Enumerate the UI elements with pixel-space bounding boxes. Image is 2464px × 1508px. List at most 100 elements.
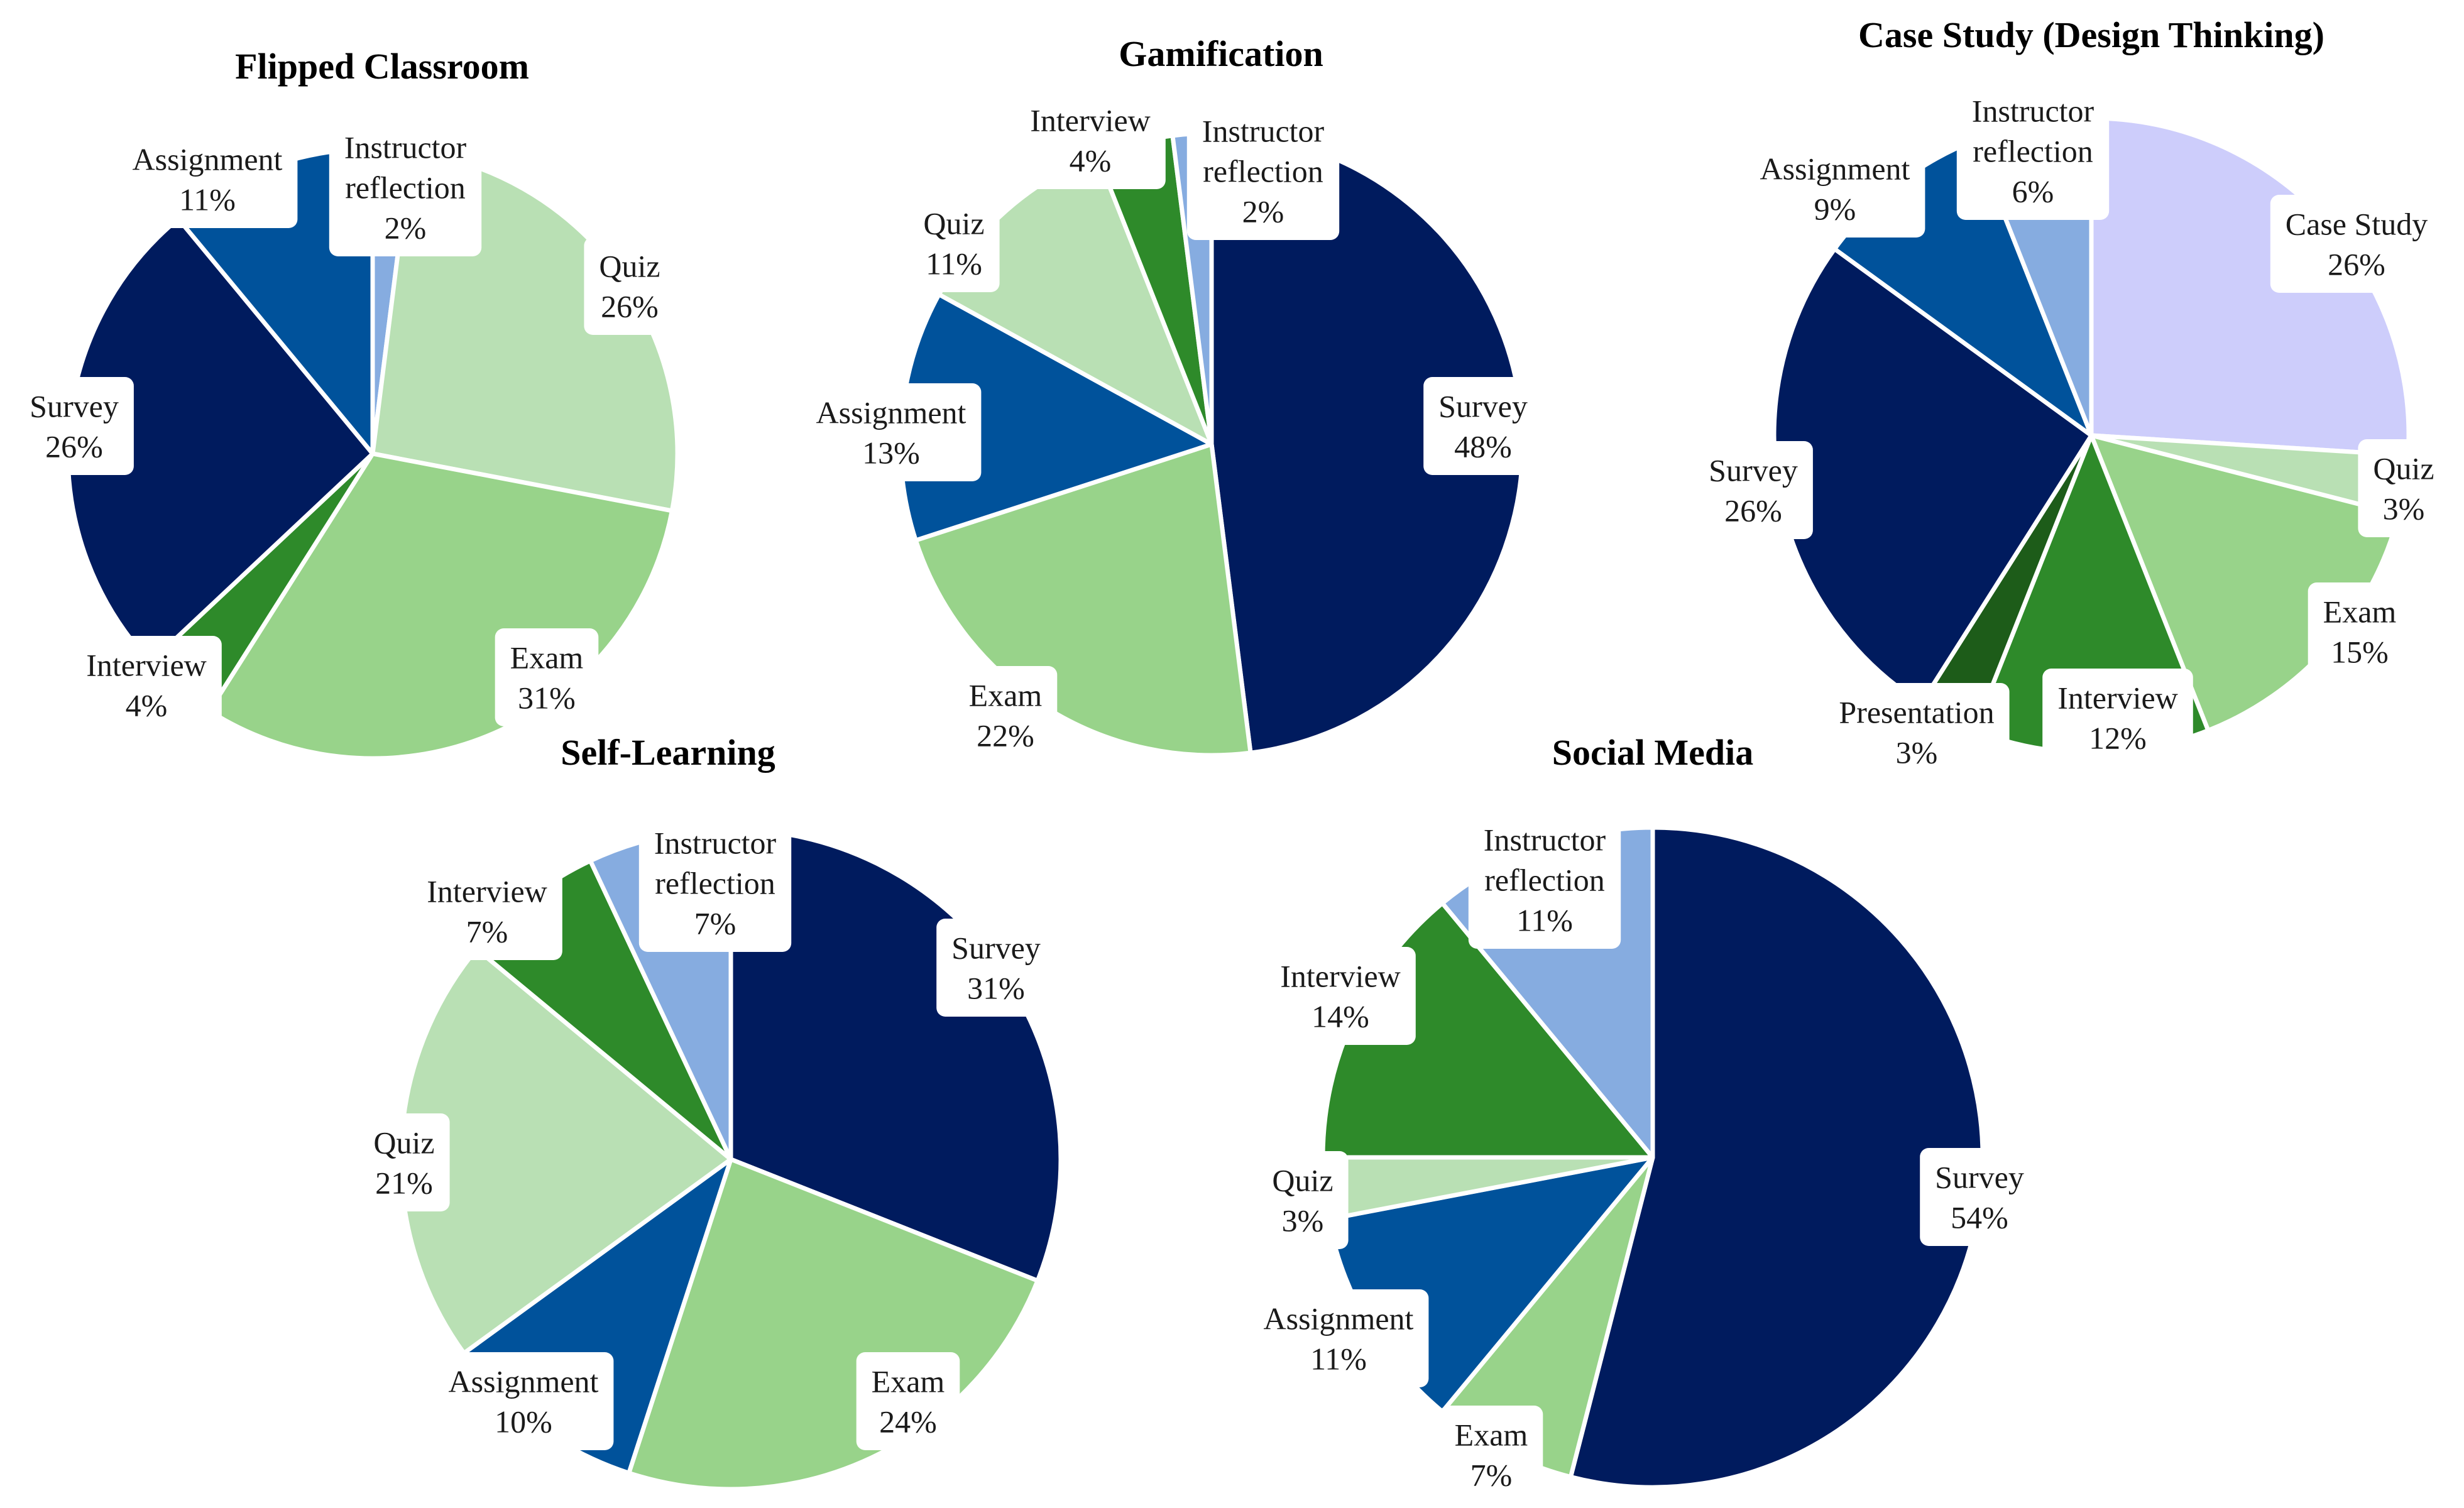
label-name: Assignment <box>1264 1301 1414 1336</box>
label-name: Assignment <box>133 142 283 177</box>
label-name: reflection <box>655 866 775 901</box>
label-name: Instructor <box>654 826 777 861</box>
data-label-survey: Survey 48% <box>1423 377 1543 475</box>
label-name: Survey <box>30 389 119 424</box>
label-percent: 24% <box>879 1404 937 1440</box>
label-name: Interview <box>1030 103 1151 138</box>
label-box <box>1423 377 1543 475</box>
data-label-survey: Survey 54% <box>1920 1148 2039 1246</box>
label-percent: 22% <box>977 718 1034 753</box>
label-percent: 11% <box>179 182 236 217</box>
label-percent: 12% <box>2089 721 2147 756</box>
label-percent: 3% <box>2383 491 2425 527</box>
chart-title: Self-Learning <box>561 732 775 773</box>
label-box <box>2308 582 2412 680</box>
label-name: reflection <box>1484 863 1605 898</box>
label-name: Instructor <box>344 130 467 165</box>
label-percent: 31% <box>518 680 576 716</box>
label-percent: 7% <box>466 914 508 949</box>
label-box <box>1956 82 2110 220</box>
label-name: Interview <box>427 874 547 909</box>
label-box <box>2270 195 2443 293</box>
label-name: Survey <box>951 931 1041 966</box>
data-labels: Instructor reflection 2% Quiz 26% Exam 31% Inte… <box>14 118 676 734</box>
label-percent: 21% <box>375 1166 433 1201</box>
data-label-interview: Interview 4% <box>71 636 222 734</box>
label-name: Interview <box>2057 680 2178 716</box>
label-percent: 3% <box>1282 1203 1324 1238</box>
label-name: Quiz <box>1272 1163 1333 1198</box>
label-name: Assignment <box>1760 151 1910 187</box>
data-label-instructor-reflection: Instructor reflection 2% <box>329 118 482 256</box>
pie-chart-gamification: Gamification Survey 48% Exam 22% Assignment 13… <box>801 33 1543 764</box>
label-box <box>936 919 1056 1017</box>
data-label-exam: Exam 15% <box>2308 582 2412 680</box>
label-box <box>584 237 676 335</box>
label-percent: 4% <box>126 688 168 723</box>
label-name: Assignment <box>816 395 966 430</box>
label-name: Instructor <box>1202 114 1325 149</box>
label-name: Survey <box>1935 1160 2024 1195</box>
data-label-assignment: Assignment 11% <box>117 130 298 228</box>
data-label-interview: Interview 14% <box>1265 947 1416 1045</box>
label-box <box>495 628 599 726</box>
data-label-presentation: Presentation 3% <box>1824 683 2010 781</box>
label-name: Exam <box>969 678 1043 713</box>
label-percent: 10% <box>495 1404 552 1440</box>
data-label-exam: Exam 22% <box>953 666 1058 764</box>
label-percent: 26% <box>2328 247 2385 282</box>
pie-chart-case-study-design-thinking: Case Study (Design Thinking) Case Study 26… <box>1694 14 2450 781</box>
label-percent: 26% <box>1724 493 1782 528</box>
data-label-case-study: Case Study 26% <box>2270 195 2443 293</box>
label-box <box>1439 1406 1543 1504</box>
label-percent: 48% <box>1454 429 1512 464</box>
label-percent: 54% <box>1951 1200 2008 1235</box>
data-label-survey: Survey 26% <box>1694 441 1813 539</box>
label-name: Quiz <box>2373 451 2434 486</box>
pie-chart-social-media: Social Media Survey 54% Exam 7% Assignment 11%… <box>1248 732 2039 1504</box>
label-percent: 15% <box>2331 635 2389 670</box>
label-box <box>1015 91 1166 189</box>
label-percent: 26% <box>601 289 659 324</box>
label-box <box>801 383 982 481</box>
label-name: Survey <box>1709 453 1798 488</box>
label-name: Quiz <box>599 249 660 284</box>
chart-title: Gamification <box>1119 33 1323 74</box>
label-box <box>1248 1289 1429 1387</box>
label-box <box>14 377 134 475</box>
label-name: Presentation <box>1839 695 1994 730</box>
data-label-exam: Exam 24% <box>856 1352 960 1450</box>
label-name: reflection <box>1203 154 1323 189</box>
label-box <box>1744 139 1925 238</box>
label-name: Exam <box>2323 594 2397 630</box>
data-labels: Survey 48% Exam 22% Assignment 13% Quiz 11% Inte… <box>801 91 1543 764</box>
data-label-quiz: Quiz 3% <box>1257 1151 1349 1249</box>
label-percent: 26% <box>45 429 103 464</box>
label-box <box>953 666 1058 764</box>
label-percent: 3% <box>1896 735 1938 770</box>
data-label-assignment: Assignment 9% <box>1744 139 1925 238</box>
label-box <box>329 118 482 256</box>
label-percent: 2% <box>1242 194 1284 229</box>
data-label-instructor-reflection: Instructor reflection 2% <box>1186 102 1340 240</box>
chart-title: Social Media <box>1552 732 1754 773</box>
label-box <box>71 636 222 734</box>
label-box <box>1265 947 1416 1045</box>
label-box <box>412 862 562 960</box>
data-label-interview: Interview 7% <box>412 862 562 960</box>
data-label-survey: Survey 26% <box>14 377 134 475</box>
data-label-exam: Exam 7% <box>1439 1406 1543 1504</box>
label-name: Assignment <box>449 1364 599 1399</box>
data-label-quiz: Quiz 11% <box>908 194 1000 292</box>
label-name: Case Study <box>2286 207 2428 242</box>
label-percent: 11% <box>1516 903 1573 938</box>
label-name: Instructor <box>1484 822 1606 858</box>
label-name: Quiz <box>373 1125 434 1161</box>
data-label-quiz: Quiz 21% <box>358 1113 450 1211</box>
data-label-assignment: Assignment 10% <box>433 1352 614 1450</box>
label-name: Interview <box>1280 959 1401 994</box>
data-label-quiz: Quiz 3% <box>2358 439 2450 537</box>
label-box <box>358 1113 450 1211</box>
label-box <box>1920 1148 2039 1246</box>
data-label-assignment: Assignment 13% <box>801 383 982 481</box>
